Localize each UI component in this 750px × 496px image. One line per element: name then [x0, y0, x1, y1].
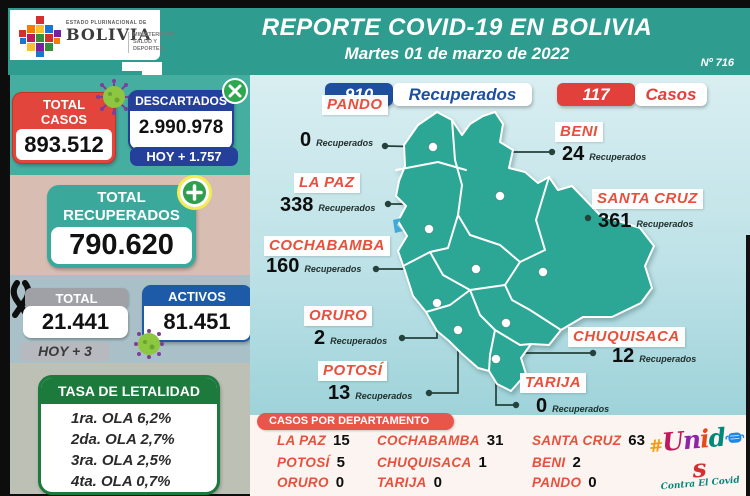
dept-label-oruro: ORURO 2 Recuperados: [304, 306, 387, 349]
virus-icon: [134, 329, 164, 359]
cases-by-department-title: CASOS POR DEPARTAMENTO: [257, 413, 454, 430]
page-title: REPORTE COVID-19 EN BOLIVIA: [261, 14, 653, 41]
descartados-value: 2.990.978: [138, 117, 224, 138]
section-total-casos: TOTAL CASOS 893.512: [10, 75, 250, 175]
total-casos-card: TOTAL CASOS 893.512: [12, 92, 116, 164]
logo-step-decoration: [122, 62, 162, 71]
total-recuperados-value: 790.620: [51, 227, 192, 264]
tasa-letalidad-rows: 1ra. OLA 6,2% 2da. OLA 2,7% 3ra. OLA 2,5…: [41, 404, 217, 492]
right-edge-border: [746, 235, 750, 496]
cases-cell: POTOSÍ 5: [277, 454, 345, 471]
report-date: Martes 01 de marzo de 2022: [344, 44, 570, 63]
face-mask-icon: [724, 432, 744, 443]
map-panel: 910 Recuperados 117 Casos PANDO 0Recuper…: [250, 75, 750, 496]
dept-label-tarija: TARIJA 0 Recuperados: [520, 373, 609, 417]
campaign-hashtag: #Unids: [645, 423, 749, 487]
circle-plus-icon: [177, 175, 212, 210]
activos-label: ACTIVOS: [144, 287, 250, 306]
letalidad-row: 3ra. OLA 2,5%: [71, 452, 172, 469]
section-recuperados: TOTAL RECUPERADOS 790.620: [10, 175, 250, 275]
estado-label: ESTADO PLURINACIONAL DE: [66, 20, 147, 26]
circle-x-icon: [222, 78, 248, 104]
tasa-letalidad-card: TASA DE LETALIDAD 1ra. OLA 6,2% 2da. OLA…: [38, 375, 220, 495]
cases-cell: COCHABAMBA 31: [377, 432, 504, 449]
dept-label-cochabamba: COCHABAMBA 160 Recuperados: [264, 236, 390, 277]
letalidad-row: 1ra. OLA 6,2%: [71, 410, 172, 427]
cases-cell: SANTA CRUZ 63: [532, 432, 645, 449]
country-label: BOLIVIA: [66, 25, 152, 44]
lake-titicaca-shape: [393, 218, 403, 233]
recovered-total-label: Recuperados: [393, 83, 532, 106]
cases-cell: LA PAZ 15: [277, 432, 350, 449]
total-recuperados-label: TOTAL RECUPERADOS: [63, 189, 180, 224]
cases-cell: TARIJA 0: [377, 474, 442, 491]
cases-cell: ORURO 0: [277, 474, 345, 491]
dept-label-la-paz: LA PAZ 338 Recuperados: [280, 173, 376, 216]
descartados-today: HOY + 1.757: [130, 147, 238, 166]
tasa-letalidad-title: TASA DE LETALIDAD: [41, 378, 217, 404]
letalidad-row: 2da. OLA 2,7%: [71, 431, 175, 448]
stats-sidebar: TOTAL CASOS 893.512: [10, 75, 252, 495]
government-logo-box: ESTADO PLURINACIONAL DE BOLIVIA MINISTER…: [10, 10, 174, 80]
cases-total-label: Casos: [635, 83, 707, 106]
bolivia-map: [372, 111, 655, 409]
section-decesos-activos: TOTAL DECESOS 21.441 HOY + 3 ACTIVOS 81.…: [10, 275, 252, 363]
total-recuperados-card: TOTAL RECUPERADOS 790.620: [47, 185, 196, 268]
header: ESTADO PLURINACIONAL DE BOLIVIA MINISTER…: [8, 8, 750, 80]
dept-label-santa-cruz: SANTA CRUZ 361 Recuperados: [592, 189, 703, 232]
unidos-campaign-logo: #Unids Contra El Covid: [645, 423, 750, 493]
bolivia-emblem-icon: [19, 16, 61, 57]
descartados-card: DESCARTADOS 2.990.978: [128, 90, 234, 151]
cases-cell: PANDO 0: [532, 474, 597, 491]
dept-label-chuquisaca: CHUQUISACA 12 Recuperados: [568, 327, 696, 367]
dept-label-pando: PANDO 0 Recuperados: [300, 95, 388, 151]
section-letalidad: TASA DE LETALIDAD 1ra. OLA 6,2% 2da. OLA…: [10, 363, 250, 495]
cases-cell: BENI 2: [532, 454, 581, 471]
report-number: Nº 716: [700, 57, 734, 69]
decesos-today: HOY + 3: [20, 342, 110, 361]
ministry-label: MINISTERIO DE SALUD Y DEPORTES: [128, 32, 175, 53]
activos-value: 81.451: [163, 309, 231, 334]
total-casos-value: 893.512: [16, 129, 112, 160]
dept-label-potosi: POTOSÍ 13 Recuperados: [318, 361, 412, 404]
total-decesos-value: 21.441: [23, 306, 128, 338]
descartados-label: DESCARTADOS: [130, 92, 232, 111]
cases-cell: CHUQUISACA 1: [377, 454, 487, 471]
cases-total-badge: 117: [557, 83, 635, 106]
letalidad-row: 4ta. OLA 0,7%: [71, 473, 171, 490]
dept-label-beni: BENI 24 Recuperados: [555, 122, 646, 165]
header-titles: REPORTE COVID-19 EN BOLIVIA Martes 01 de…: [178, 14, 736, 64]
total-casos-label: TOTAL CASOS: [40, 97, 88, 127]
virus-icon: [96, 79, 132, 115]
logo-text: ESTADO PLURINACIONAL DE BOLIVIA: [66, 20, 152, 43]
